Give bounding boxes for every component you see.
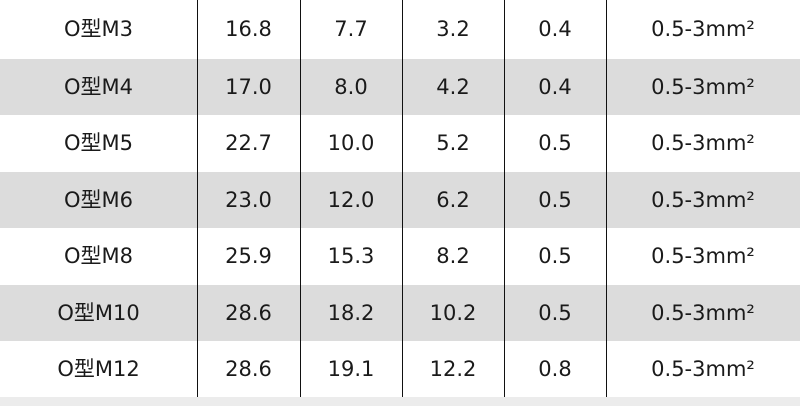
table-row: O型M5 22.7 10.0 5.2 0.5 0.5-3mm² bbox=[0, 115, 800, 172]
table-cell: O型M10 bbox=[57, 301, 140, 325]
table-cell: 0.5-3mm² bbox=[651, 17, 755, 41]
table-cell: 0.5 bbox=[538, 244, 572, 268]
table-cell: 7.7 bbox=[334, 17, 368, 41]
table-cell: 12.0 bbox=[327, 188, 375, 212]
column-divider bbox=[197, 0, 198, 397]
table-cell: 8.2 bbox=[436, 244, 470, 268]
column-divider bbox=[402, 0, 403, 397]
column-divider bbox=[300, 0, 301, 397]
table-cell: 18.2 bbox=[327, 301, 375, 325]
table-cell: 22.7 bbox=[225, 131, 272, 155]
table-cell: 0.5-3mm² bbox=[651, 188, 755, 212]
table-cell: 0.5 bbox=[538, 188, 572, 212]
table-cell: 10.0 bbox=[327, 131, 375, 155]
table-cell: 0.5-3mm² bbox=[651, 244, 755, 268]
table-cell: 28.6 bbox=[225, 357, 272, 381]
table-cell: 17.0 bbox=[225, 75, 272, 99]
table-cell: 0.5-3mm² bbox=[651, 131, 755, 155]
column-divider bbox=[606, 0, 607, 397]
table-cell: 0.5-3mm² bbox=[651, 75, 755, 99]
table-cell: 12.2 bbox=[429, 357, 477, 381]
table-row: O型M3 16.8 7.7 3.2 0.4 0.5-3mm² bbox=[0, 0, 800, 59]
table-cell: 0.5 bbox=[538, 131, 572, 155]
table-cell: O型M3 bbox=[63, 17, 133, 41]
table-cell: 5.2 bbox=[436, 131, 470, 155]
table-row: O型M10 28.6 18.2 10.2 0.5 0.5-3mm² bbox=[0, 285, 800, 341]
table-row: O型M8 25.9 15.3 8.2 0.5 0.5-3mm² bbox=[0, 228, 800, 285]
table-cell: 23.0 bbox=[225, 188, 272, 212]
table-cell: 0.4 bbox=[538, 17, 572, 41]
table-cell: 0.5 bbox=[538, 301, 572, 325]
table-cell: 25.9 bbox=[225, 244, 272, 268]
table-cell: O型M5 bbox=[63, 131, 133, 155]
table-cell: 0.5-3mm² bbox=[651, 301, 755, 325]
table-cell: 0.8 bbox=[538, 357, 572, 381]
table-cell: O型M12 bbox=[57, 357, 140, 381]
table-cell: 8.0 bbox=[334, 75, 368, 99]
table-cell: O型M6 bbox=[63, 188, 133, 212]
table-cell: 28.6 bbox=[225, 301, 272, 325]
table-cell: O型M8 bbox=[63, 244, 133, 268]
table-cell: 0.4 bbox=[538, 75, 572, 99]
table-cell: O型M4 bbox=[63, 75, 133, 99]
table-cell: 10.2 bbox=[429, 301, 477, 325]
table-row: O型M4 17.0 8.0 4.2 0.4 0.5-3mm² bbox=[0, 59, 800, 115]
column-divider bbox=[504, 0, 505, 397]
table-row: O型M12 28.6 19.1 12.2 0.8 0.5-3mm² bbox=[0, 341, 800, 397]
table-cell: 3.2 bbox=[436, 17, 470, 41]
table-row: O型M6 23.0 12.0 6.2 0.5 0.5-3mm² bbox=[0, 172, 800, 228]
table-cell: 0.5-3mm² bbox=[651, 357, 755, 381]
table-cell: 16.8 bbox=[225, 17, 272, 41]
table-cell: 4.2 bbox=[436, 75, 470, 99]
table-cell: 15.3 bbox=[327, 244, 375, 268]
table-cell: 6.2 bbox=[436, 188, 470, 212]
table-cell: 19.1 bbox=[327, 357, 375, 381]
